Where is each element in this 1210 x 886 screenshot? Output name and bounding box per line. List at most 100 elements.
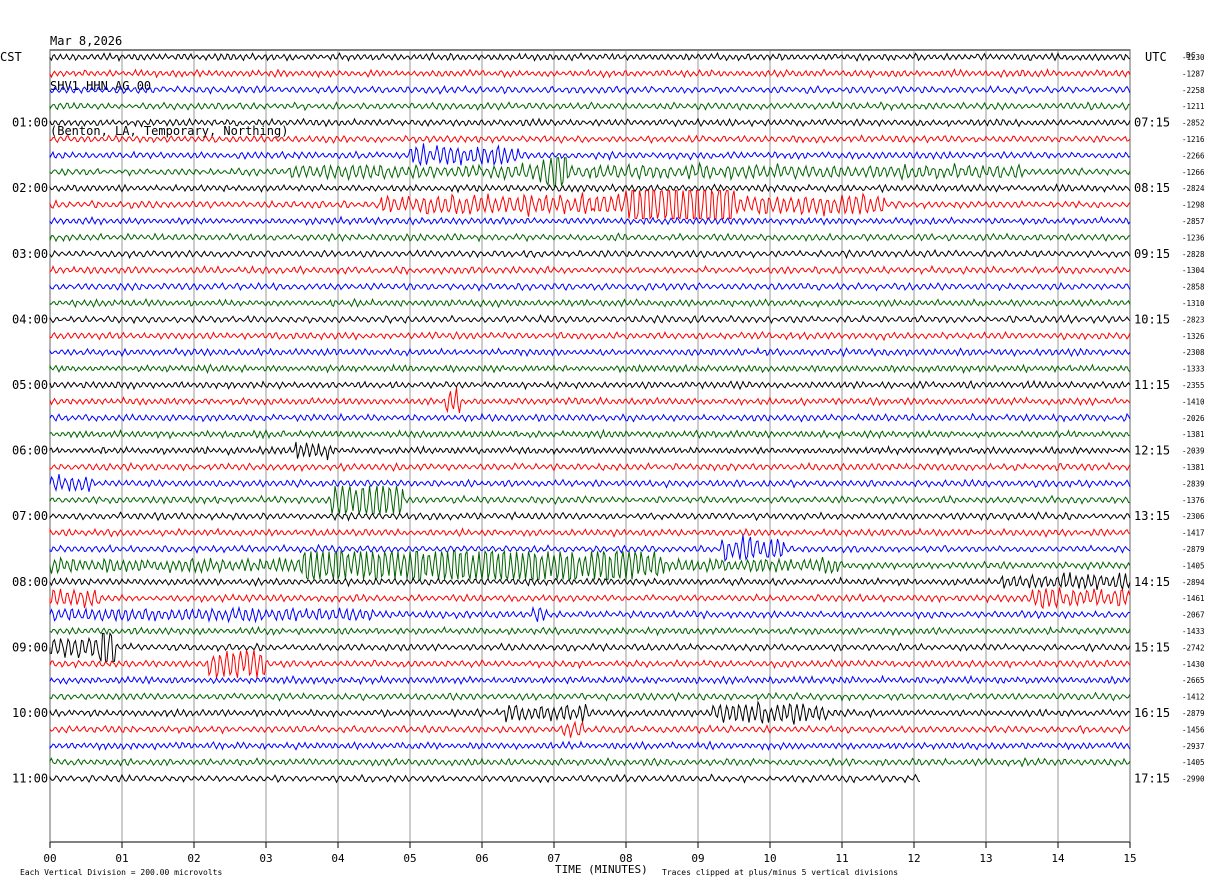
dc-offset-label: -1405 [1182, 561, 1205, 570]
scale-note: Each Vertical Division = 200.00 microvol… [20, 868, 222, 877]
axis-labels: 00 01 02 03 04 05 06 07 08 09 10 11 12 13 14 15 -1230 -12… [12, 53, 1205, 865]
trace-line [49, 625, 1131, 637]
clip-note: Traces clipped at plus/minus 5 vertical … [662, 868, 898, 877]
left-hour-label: 05:00 [12, 378, 48, 392]
dc-offset-label: -2306 [1182, 512, 1205, 521]
trace-line [49, 474, 1131, 493]
x-tick-label: 13 [979, 852, 992, 865]
trace-line [49, 549, 1131, 582]
trace-line [49, 534, 1131, 563]
x-tick-label: 05 [403, 852, 416, 865]
trace-line [49, 691, 1131, 702]
date-label: Mar 8,2026 [50, 34, 123, 48]
dc-offset-label: -1381 [1182, 430, 1205, 439]
dc-offset-label: -1216 [1182, 135, 1205, 144]
trace-line [49, 428, 1131, 440]
x-tick-label: 08 [619, 852, 632, 865]
dc-offset-label: -2039 [1182, 447, 1205, 456]
right-hour-label: 13:15 [1134, 509, 1170, 523]
x-tick-label: 11 [835, 852, 848, 865]
trace-line [49, 297, 1131, 309]
seismic-traces [49, 51, 1131, 784]
x-tick-label: 01 [115, 852, 128, 865]
dc-offset-label: -2852 [1182, 119, 1205, 128]
dc-offset-label: -1456 [1182, 725, 1205, 734]
dc-offset-label: -2839 [1182, 479, 1205, 488]
right-hour-label: 10:15 [1134, 312, 1170, 326]
location-label: (Benton, LA, Temporary, Northing) [50, 124, 289, 138]
dc-offset-label: -1405 [1182, 758, 1205, 767]
dc-offset-label: -2937 [1182, 742, 1205, 751]
left-hour-label: 01:00 [12, 116, 48, 130]
right-hour-label: 07:15 [1134, 116, 1170, 130]
dc-offset-label: -1412 [1182, 693, 1205, 702]
right-hour-label: 15:15 [1134, 640, 1170, 654]
dc-offset-label: -1326 [1182, 332, 1205, 341]
right-hour-label: 08:15 [1134, 181, 1170, 195]
right-hour-label: 09:15 [1134, 247, 1170, 261]
x-tick-label: 14 [1051, 852, 1065, 865]
x-tick-label: 09 [691, 852, 704, 865]
left-timezone-label: CST [0, 50, 22, 64]
dc-offset-label: -1461 [1182, 594, 1205, 603]
dc-offset-label: -1266 [1182, 168, 1205, 177]
dc-offset-label: -2828 [1182, 250, 1205, 259]
dc-offset-label: -2990 [1182, 775, 1205, 784]
x-tick-label: 07 [547, 852, 560, 865]
dc-label: DC [1186, 51, 1196, 60]
dc-offset-label: -2665 [1182, 676, 1205, 685]
left-hour-label: 07:00 [12, 509, 48, 523]
trace-line [49, 511, 1131, 522]
dc-offset-label: -1410 [1182, 397, 1205, 406]
dc-offset-label: -2258 [1182, 86, 1205, 95]
left-hour-label: 11:00 [12, 772, 48, 786]
trace-line [49, 605, 1131, 624]
trace-line [49, 461, 1131, 473]
trace-line [49, 740, 1131, 751]
trace-line [49, 117, 1131, 128]
dc-offset-label: -1287 [1182, 69, 1205, 78]
dc-offset-label: -2879 [1182, 545, 1205, 554]
trace-line [49, 84, 1131, 95]
dc-offset-label: -2026 [1182, 414, 1205, 423]
left-hour-label: 04:00 [12, 312, 48, 326]
dc-offset-label: -2742 [1182, 643, 1205, 652]
trace-line [49, 572, 1131, 592]
left-hour-label: 09:00 [12, 640, 48, 654]
trace-line [49, 700, 1131, 725]
trace-line [49, 134, 1131, 144]
dc-offset-label: -2879 [1182, 709, 1205, 718]
trace-line [49, 232, 1131, 243]
trace-line [49, 631, 1131, 662]
dc-offset-label: -1211 [1182, 102, 1205, 111]
trace-line [49, 248, 1131, 260]
trace-line [49, 346, 1131, 358]
trace-line [49, 313, 1131, 325]
dc-offset-label: -2858 [1182, 283, 1205, 292]
x-tick-label: 03 [259, 852, 272, 865]
dc-offset-label: -1417 [1182, 529, 1205, 538]
left-hour-label: 06:00 [12, 444, 48, 458]
dc-offset-label: -2894 [1182, 578, 1205, 587]
trace-line [49, 68, 1131, 79]
right-hour-label: 12:15 [1134, 444, 1170, 458]
trace-line [49, 674, 1131, 686]
x-tick-label: 10 [763, 852, 776, 865]
right-hour-label: 17:15 [1134, 772, 1170, 786]
trace-line [49, 720, 1131, 738]
left-hour-label: 10:00 [12, 706, 48, 720]
x-tick-label: 06 [475, 852, 488, 865]
right-timezone-label: UTC [1145, 50, 1167, 64]
trace-line [49, 143, 1131, 167]
trace-line [49, 379, 1131, 391]
trace-line [49, 773, 921, 784]
dc-offset-label: -1433 [1182, 627, 1205, 636]
left-hour-label: 03:00 [12, 247, 48, 261]
dc-offset-label: -2823 [1182, 315, 1205, 324]
dc-offset-label: -2857 [1182, 217, 1205, 226]
dc-offset-label: -1310 [1182, 299, 1205, 308]
dc-offset-label: -1304 [1182, 266, 1205, 275]
trace-line [49, 485, 1131, 515]
trace-line [49, 587, 1131, 610]
